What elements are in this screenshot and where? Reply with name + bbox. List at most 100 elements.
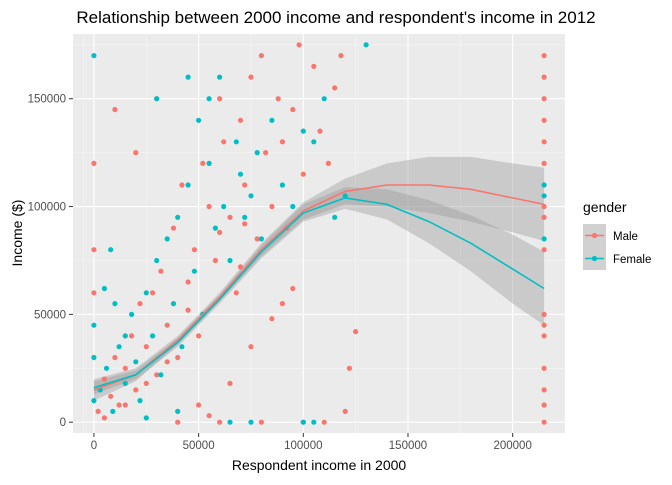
point-male [541, 139, 547, 145]
point-female [175, 408, 181, 414]
point-female [269, 117, 275, 123]
confidence-band-female [93, 187, 545, 395]
point-female [227, 419, 233, 425]
point-female [206, 96, 212, 102]
point-male [200, 160, 206, 166]
point-female [191, 268, 197, 274]
chart-title: Relationship between 2000 income and res… [76, 8, 595, 27]
point-male [133, 387, 139, 393]
point-female [321, 96, 327, 102]
point-female [143, 290, 149, 296]
point-male [143, 344, 149, 350]
point-female [258, 236, 264, 242]
point-male [541, 247, 547, 253]
point-male [541, 402, 547, 408]
point-female [248, 193, 254, 199]
x-tick-label: 200000 [493, 440, 531, 452]
point-female [122, 333, 128, 339]
point-male [541, 160, 547, 166]
point-male [133, 150, 139, 156]
point-male [154, 372, 160, 378]
point-female [154, 96, 160, 102]
point-female [158, 372, 164, 378]
data-points [91, 42, 547, 425]
point-female [227, 257, 233, 264]
point-female [300, 419, 306, 425]
point-female [196, 117, 202, 123]
point-male [91, 247, 97, 253]
legend-title: gender [583, 199, 627, 215]
point-male [129, 333, 135, 339]
y-tick-label: 150000 [28, 94, 66, 106]
point-male [541, 333, 547, 339]
point-male [179, 182, 185, 188]
y-tick-label: 50000 [34, 309, 66, 321]
point-female [254, 150, 260, 156]
point-male [541, 96, 547, 102]
point-female [91, 322, 97, 328]
x-tick-label: 150000 [389, 440, 427, 452]
point-female [541, 182, 547, 188]
point-female [175, 214, 181, 220]
legend-key-point [591, 232, 598, 239]
point-female [116, 344, 122, 350]
point-male [346, 365, 352, 371]
point-male [237, 117, 244, 123]
point-male [258, 419, 264, 425]
point-male [116, 402, 122, 408]
point-female [164, 236, 170, 242]
point-male [170, 225, 177, 231]
point-male [541, 214, 547, 220]
legend-label-male: Male [613, 231, 638, 243]
point-male [541, 203, 547, 210]
point-female [217, 74, 223, 80]
point-male [137, 301, 143, 307]
legend-label-female: Female [613, 254, 651, 266]
x-tick-label: 50000 [183, 440, 215, 452]
point-male [91, 290, 97, 296]
x-tick-label: 100000 [284, 440, 322, 452]
point-male [217, 96, 223, 102]
point-male [122, 365, 128, 371]
point-female [300, 128, 306, 134]
point-male [101, 376, 107, 382]
point-female [154, 257, 160, 264]
point-female [91, 398, 97, 404]
point-male [242, 182, 248, 188]
point-male [227, 380, 233, 386]
point-female [206, 160, 212, 166]
point-male [175, 419, 181, 425]
y-tick-label: 0 [60, 417, 66, 429]
point-male [541, 387, 547, 393]
point-male [185, 307, 191, 313]
point-female [221, 203, 227, 210]
point-male [279, 301, 285, 307]
point-female [541, 193, 547, 199]
smooth-line-male [93, 184, 545, 391]
point-male [175, 354, 181, 361]
point-male [342, 408, 348, 414]
point-male [541, 419, 547, 425]
point-female [101, 285, 107, 292]
point-female [110, 408, 116, 414]
point-male [112, 354, 118, 361]
point-male [164, 322, 170, 328]
point-female [541, 236, 547, 242]
point-male [212, 257, 218, 264]
point-male [541, 311, 547, 317]
y-tick-label: 100000 [28, 202, 66, 214]
point-male [275, 96, 281, 102]
point-female [311, 419, 317, 425]
axes: 0 50000 100000 150000 200000 0 50000 100000 1500… [28, 94, 532, 452]
point-male [221, 139, 227, 145]
point-female [342, 193, 348, 199]
point-male [269, 203, 275, 210]
point-female [363, 42, 369, 48]
point-male [290, 285, 296, 292]
point-male [541, 74, 547, 80]
point-female [290, 203, 296, 210]
point-female [237, 171, 244, 177]
point-female [311, 139, 317, 145]
point-male [95, 408, 101, 414]
